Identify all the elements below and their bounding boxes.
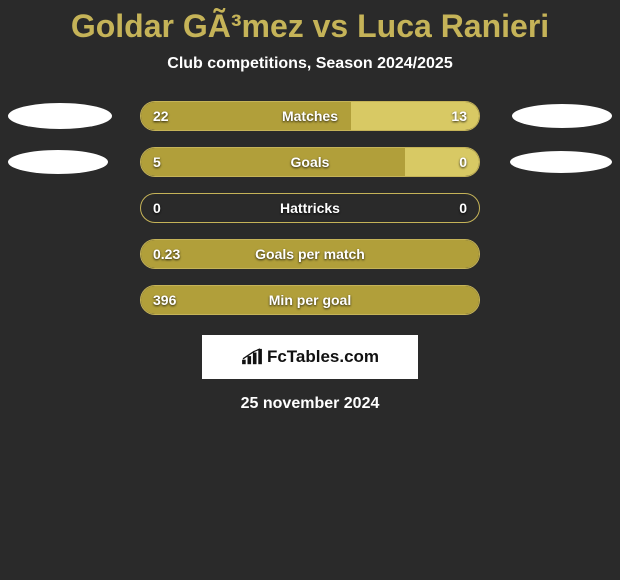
stat-bar-track: Goals 5 0 <box>140 147 480 177</box>
decorative-ellipse <box>8 150 108 174</box>
stat-row: Min per goal 396 <box>0 285 620 315</box>
stat-label: Goals <box>291 154 330 170</box>
stat-value-right: 0 <box>459 154 467 170</box>
stat-bar-track: Goals per match 0.23 <box>140 239 480 269</box>
stat-label: Hattricks <box>280 200 340 216</box>
comparison-area: Matches 22 13 Goals 5 0 Hattricks 0 0 Goals per m… <box>0 101 620 315</box>
stat-value-right: 0 <box>459 200 467 216</box>
date-line: 25 november 2024 <box>0 395 620 413</box>
branding-badge: FcTables.com <box>202 335 418 379</box>
stat-value-left: 5 <box>153 154 161 170</box>
stat-row: Hattricks 0 0 <box>0 193 620 223</box>
stat-label: Goals per match <box>255 246 365 262</box>
page-title: Goldar GÃ³mez vs Luca Ranieri <box>0 8 620 45</box>
stat-bar-right <box>405 148 479 176</box>
stat-row: Goals per match 0.23 <box>0 239 620 269</box>
stat-value-right: 13 <box>451 108 467 124</box>
decorative-ellipse <box>512 104 612 128</box>
comparison-widget: Goldar GÃ³mez vs Luca Ranieri Club compe… <box>0 0 620 413</box>
stat-value-left: 0.23 <box>153 246 180 262</box>
decorative-ellipse <box>8 103 112 129</box>
fctables-logo-icon <box>241 348 263 366</box>
subtitle: Club competitions, Season 2024/2025 <box>0 55 620 73</box>
decorative-ellipse <box>510 151 612 173</box>
stat-bar-left <box>141 148 405 176</box>
stat-label: Matches <box>282 108 338 124</box>
stat-value-left: 22 <box>153 108 169 124</box>
stat-bar-track: Hattricks 0 0 <box>140 193 480 223</box>
stat-label: Min per goal <box>269 292 351 308</box>
branding-text: FcTables.com <box>267 347 379 367</box>
stat-bar-track: Min per goal 396 <box>140 285 480 315</box>
stat-bar-track: Matches 22 13 <box>140 101 480 131</box>
stat-value-left: 396 <box>153 292 176 308</box>
stat-value-left: 0 <box>153 200 161 216</box>
